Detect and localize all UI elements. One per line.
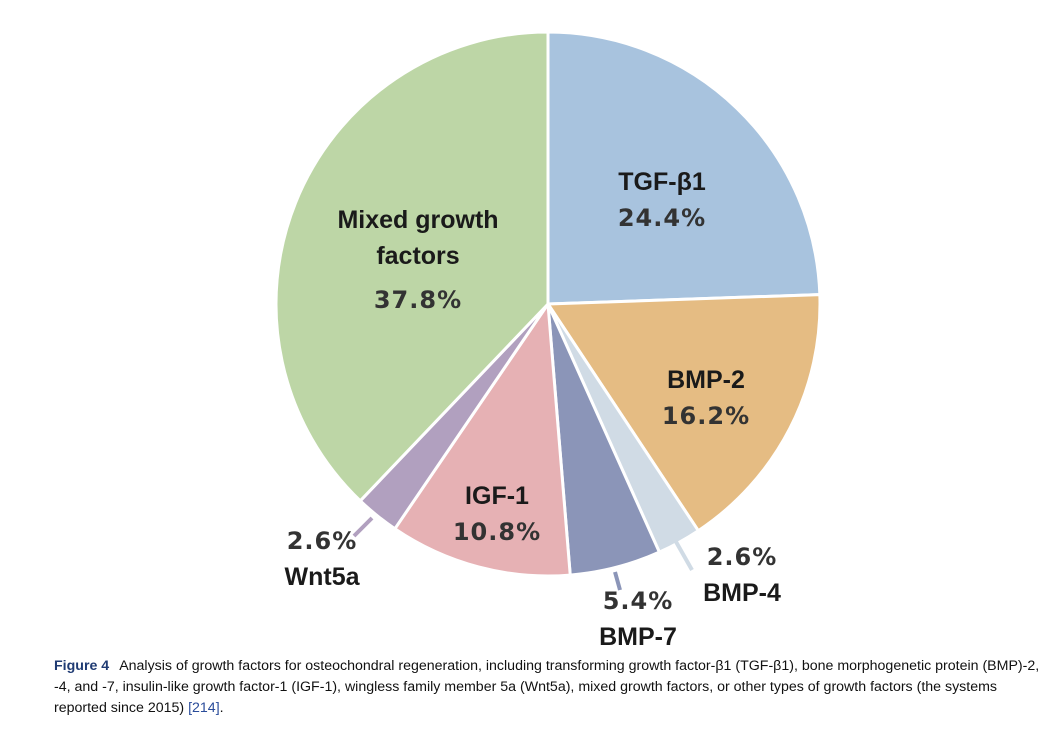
leader-line-bmp-4: [673, 539, 694, 571]
leader-line-wnt5a: [352, 516, 374, 538]
slice-value-wnt5a: 2.6%: [287, 527, 358, 555]
figure-caption: Figure 4 Analysis of growth factors for o…: [54, 656, 1044, 719]
slice-name-bmp-2: BMP-2: [667, 366, 745, 394]
slice-name-mixed-growth-factors: Mixed growth: [337, 206, 498, 234]
slice-name-bmp-4: BMP-4: [703, 579, 781, 607]
slice-value-bmp-7: 5.4%: [603, 587, 674, 615]
caption-reference-link[interactable]: [214]: [188, 700, 220, 716]
pie-slices: [274, 30, 822, 578]
slice-value-mixed-growth-factors: 37.8%: [374, 286, 462, 314]
slice-labels: TGF-β1 24.4% BMP-2 16.2% 2.6% BMP-4 5.4% BMP-7 I…: [285, 168, 781, 650]
slice-name-bmp-7: BMP-7: [599, 623, 677, 650]
caption-text: Analysis of growth factors for osteochon…: [54, 658, 1040, 716]
pie-chart: TGF-β1 24.4% BMP-2 16.2% 2.6% BMP-4 5.4% BMP-7 I…: [274, 30, 822, 650]
slice-name-mixed-growth-factors: factors: [376, 242, 459, 270]
pie-slice-bmp-2: [545, 293, 822, 533]
pie-slice-tgf-1: [546, 30, 822, 306]
slice-value-tgf-1: 24.4%: [618, 204, 706, 232]
pie-slice-igf-1: [392, 299, 572, 578]
slice-name-tgf-1: TGF-β1: [618, 168, 706, 196]
leader-line-bmp-7: [613, 571, 622, 591]
slice-value-igf-1: 10.8%: [453, 518, 541, 546]
figure-number: Figure 4: [54, 658, 110, 674]
leader-lines: [352, 516, 694, 591]
slice-value-bmp-4: 2.6%: [707, 543, 778, 571]
slice-name-igf-1: IGF-1: [465, 482, 529, 510]
slice-value-bmp-2: 16.2%: [662, 402, 750, 430]
caption-end: .: [219, 700, 224, 716]
slice-name-wnt5a: Wnt5a: [285, 563, 361, 591]
pie-slice-mixed-growth-factors: [274, 30, 550, 503]
